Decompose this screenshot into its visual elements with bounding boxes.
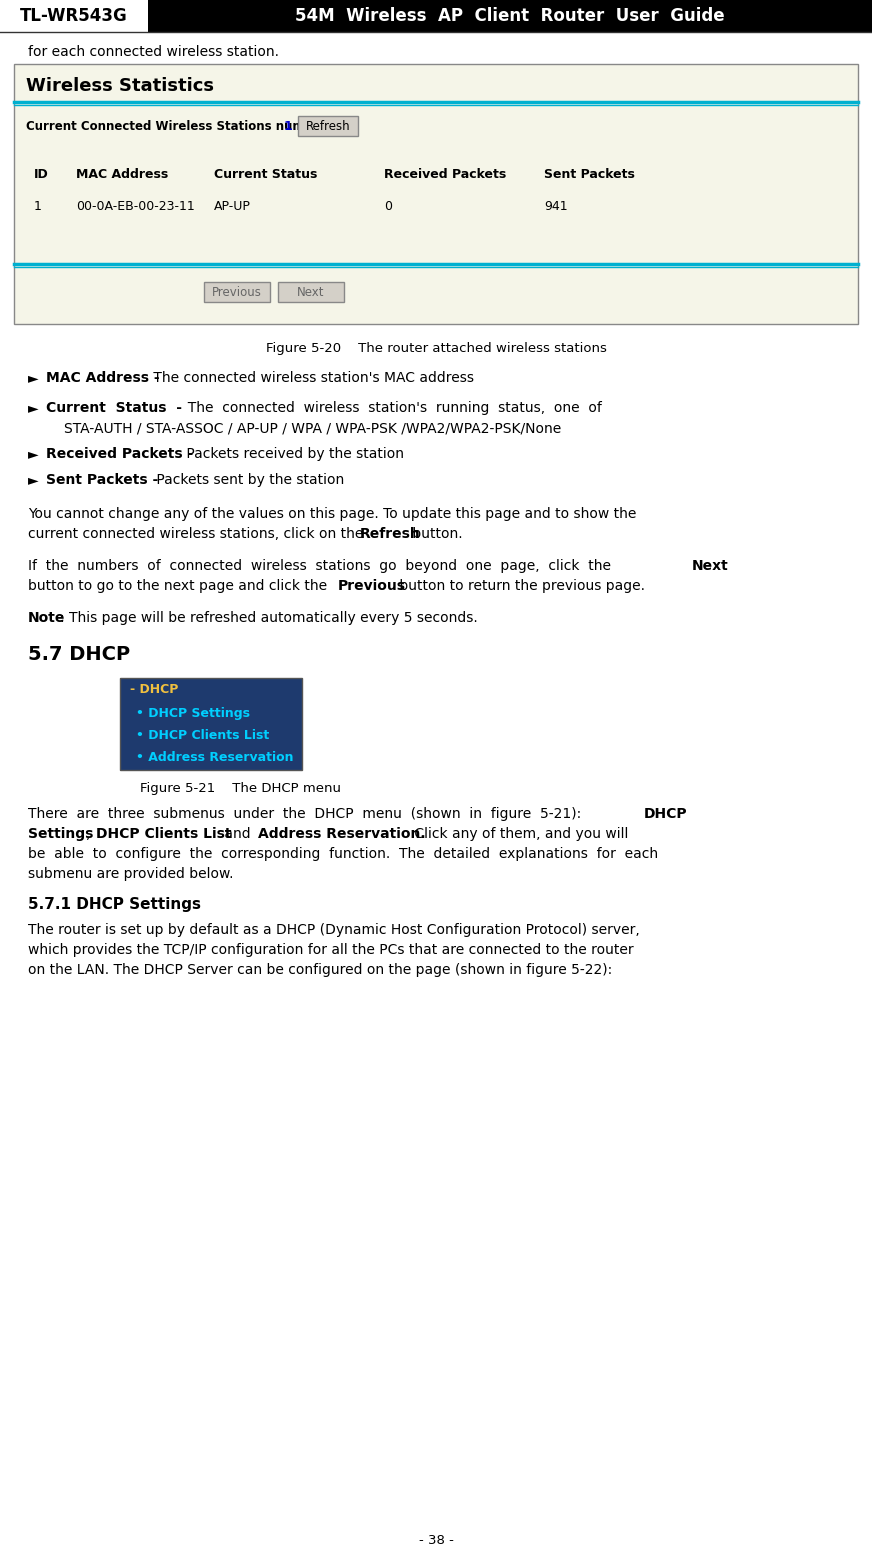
Text: Note: Note [28,611,65,625]
Text: The router is set up by default as a DHCP (Dynamic Host Configuration Protocol) : The router is set up by default as a DHC… [28,922,640,936]
Bar [0,0,148,33]
Text: 1: 1 [284,120,293,132]
Text: AP-UP: AP-UP [214,199,251,212]
Text: Sent Packets -: Sent Packets - [46,474,158,488]
Text: The connected wireless station's MAC address: The connected wireless station's MAC add… [149,371,474,385]
Text: You cannot change any of the values on this page. To update this page and to sho: You cannot change any of the values on t… [28,506,637,520]
Text: Refresh: Refresh [360,527,421,541]
Text: There  are  three  submenus  under  the  DHCP  menu  (shown  in  figure  5-21):: There are three submenus under the DHCP … [28,807,590,821]
Text: ,: , [86,827,95,841]
Text: button.: button. [408,527,463,541]
Text: and: and [220,827,255,841]
Text: - DHCP: - DHCP [130,682,179,695]
Text: ►: ► [28,474,38,488]
Text: • DHCP Settings: • DHCP Settings [136,706,250,720]
Text: current connected wireless stations, click on the: current connected wireless stations, cli… [28,527,368,541]
Bar [0,0,872,33]
Bar [204,282,270,302]
Text: 0: 0 [384,199,392,212]
Text: Current Connected Wireless Stations numbers:: Current Connected Wireless Stations numb… [26,120,338,132]
Text: button to return the previous page.: button to return the previous page. [395,580,645,594]
Text: • Address Reservation: • Address Reservation [136,751,294,763]
Text: ID: ID [34,168,49,181]
Bar [14,64,858,324]
Text: submenu are provided below.: submenu are provided below. [28,866,234,880]
Text: 5.7.1 DHCP Settings: 5.7.1 DHCP Settings [28,896,201,911]
Text: ►: ► [28,371,38,385]
Text: Packets received by the station: Packets received by the station [182,447,404,461]
Text: DHCP: DHCP [644,807,688,821]
Text: 54M  Wireless  AP  Client  Router  User  Guide: 54M Wireless AP Client Router User Guide [296,6,725,25]
Text: Sent Packets: Sent Packets [544,168,635,181]
Text: Current Status: Current Status [214,168,317,181]
Text: The  connected  wireless  station's  running  status,  one  of: The connected wireless station's running… [179,400,602,414]
Bar [278,282,344,302]
Text: 00-0A-EB-00-23-11: 00-0A-EB-00-23-11 [76,199,194,212]
Text: be  able  to  configure  the  corresponding  function.  The  detailed  explanati: be able to configure the corresponding f… [28,848,658,862]
Text: Packets sent by the station: Packets sent by the station [152,474,344,488]
Text: : This page will be refreshed automatically every 5 seconds.: : This page will be refreshed automatica… [60,611,478,625]
Text: Refresh: Refresh [306,120,351,132]
Text: on the LAN. The DHCP Server can be configured on the page (shown in figure 5-22): on the LAN. The DHCP Server can be confi… [28,963,612,977]
Text: DHCP Clients List: DHCP Clients List [96,827,231,841]
Text: Current  Status  -: Current Status - [46,400,182,414]
Text: button to go to the next page and click the: button to go to the next page and click … [28,580,331,594]
Text: Figure 5-21    The DHCP menu: Figure 5-21 The DHCP menu [140,782,341,795]
Text: ►: ► [28,447,38,461]
Text: • DHCP Clients List: • DHCP Clients List [136,729,269,742]
Text: for each connected wireless station.: for each connected wireless station. [28,45,279,59]
Text: Received Packets: Received Packets [384,168,507,181]
Text: Previous: Previous [338,580,406,594]
Text: Click any of them, and you will: Click any of them, and you will [410,827,629,841]
Text: Next: Next [297,285,324,299]
Text: MAC Address: MAC Address [76,168,168,181]
Text: 5.7 DHCP: 5.7 DHCP [28,645,130,664]
Bar [120,678,302,770]
Text: Address Reservation.: Address Reservation. [258,827,426,841]
Text: Next: Next [692,559,729,573]
Text: Received Packets -: Received Packets - [46,447,194,461]
Text: STA-AUTH / STA-ASSOC / AP-UP / WPA / WPA-PSK /WPA2/WPA2-PSK/None: STA-AUTH / STA-ASSOC / AP-UP / WPA / WPA… [64,421,562,435]
Text: - 38 -: - 38 - [419,1533,453,1547]
Text: Wireless Statistics: Wireless Statistics [26,76,214,95]
Text: ►: ► [28,400,38,414]
Text: which provides the TCP/IP configuration for all the PCs that are connected to th: which provides the TCP/IP configuration … [28,943,634,957]
Text: MAC Address -: MAC Address - [46,371,160,385]
Text: Figure 5-20    The router attached wireless stations: Figure 5-20 The router attached wireless… [266,341,606,355]
Bar [298,115,358,136]
Text: Settings: Settings [28,827,93,841]
Text: 941: 941 [544,199,568,212]
Text: TL-WR543G: TL-WR543G [20,6,128,25]
Text: If  the  numbers  of  connected  wireless  stations  go  beyond  one  page,  cli: If the numbers of connected wireless sta… [28,559,620,573]
Text: 1: 1 [34,199,42,212]
Text: Previous: Previous [212,285,262,299]
